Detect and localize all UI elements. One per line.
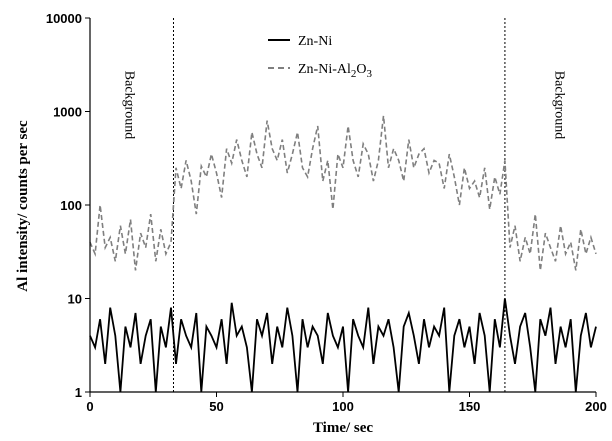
series-line-zn-ni-al2o3 bbox=[89, 115, 597, 271]
y-tick-label: 100 bbox=[60, 198, 82, 213]
x-tick-label: 50 bbox=[209, 399, 223, 414]
y-tick-label: 10 bbox=[68, 292, 82, 307]
legend-label-main: Zn-Ni-Al bbox=[298, 62, 351, 77]
legend-label-mid: O bbox=[356, 62, 366, 77]
x-tick-label: 150 bbox=[459, 399, 481, 414]
legend-label-zn-ni: Zn-Ni bbox=[298, 34, 332, 49]
x-tick-label: 0 bbox=[86, 399, 93, 414]
series-line-zn-ni bbox=[89, 298, 597, 393]
x-tick-label: 100 bbox=[332, 399, 354, 414]
series-layer bbox=[89, 115, 597, 393]
legend: Zn-Ni Zn-Ni-Al2O3 bbox=[268, 34, 373, 80]
y-tick-labels: 1 10 100 1000 10000 bbox=[46, 11, 82, 400]
x-tick-labels: 0 50 100 150 200 bbox=[86, 399, 606, 414]
y-tick-label: 1000 bbox=[53, 105, 82, 120]
axes bbox=[85, 17, 597, 397]
y-axis-title: Al intensity/ counts per sec bbox=[15, 120, 31, 292]
legend-label-sub1: 2 bbox=[351, 68, 357, 80]
annotations: Background Background bbox=[121, 71, 566, 139]
annotation-background-1: Background bbox=[121, 71, 136, 139]
x-axis-title: Time/ sec bbox=[313, 420, 373, 436]
x-tick-label: 200 bbox=[585, 399, 607, 414]
y-tick-label: 1 bbox=[75, 385, 82, 400]
y-tick-label: 10000 bbox=[46, 11, 82, 26]
annotation-background-2: Background bbox=[551, 71, 566, 139]
legend-label-zn-ni-al2o3: Zn-Ni-Al2O3 bbox=[298, 62, 373, 80]
legend-label-sub2: 3 bbox=[367, 68, 373, 80]
